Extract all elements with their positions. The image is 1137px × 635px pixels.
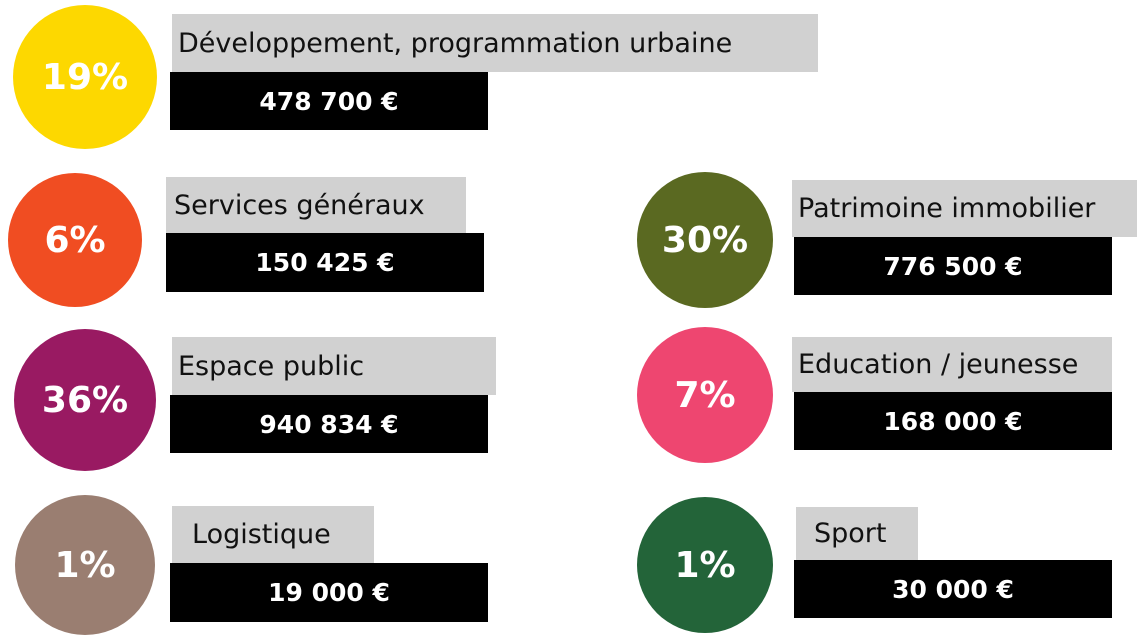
category-label: Services généraux — [166, 177, 466, 233]
amount-box: 19 000 € — [170, 563, 488, 622]
percent-circle: 19% — [13, 5, 157, 149]
percent-circle: 1% — [15, 495, 155, 635]
category-label: Développement, programmation urbaine — [172, 14, 818, 72]
amount-box: 940 834 € — [170, 395, 488, 453]
percent-circle: 36% — [14, 329, 156, 471]
percent-circle: 30% — [637, 172, 773, 308]
percent-circle: 6% — [8, 173, 142, 307]
amount-box: 168 000 € — [794, 392, 1112, 450]
amount-box: 776 500 € — [794, 237, 1112, 295]
category-label: Logistique — [172, 506, 374, 563]
percent-circle: 7% — [637, 327, 773, 463]
percent-circle: 1% — [637, 497, 773, 633]
amount-box: 478 700 € — [170, 72, 488, 130]
category-label: Patrimoine immobilier — [792, 180, 1137, 237]
category-label: Education / jeunesse — [792, 337, 1112, 392]
category-label: Sport — [796, 507, 918, 560]
category-label: Espace public — [172, 337, 496, 395]
amount-box: 30 000 € — [794, 560, 1112, 618]
amount-box: 150 425 € — [166, 233, 484, 292]
